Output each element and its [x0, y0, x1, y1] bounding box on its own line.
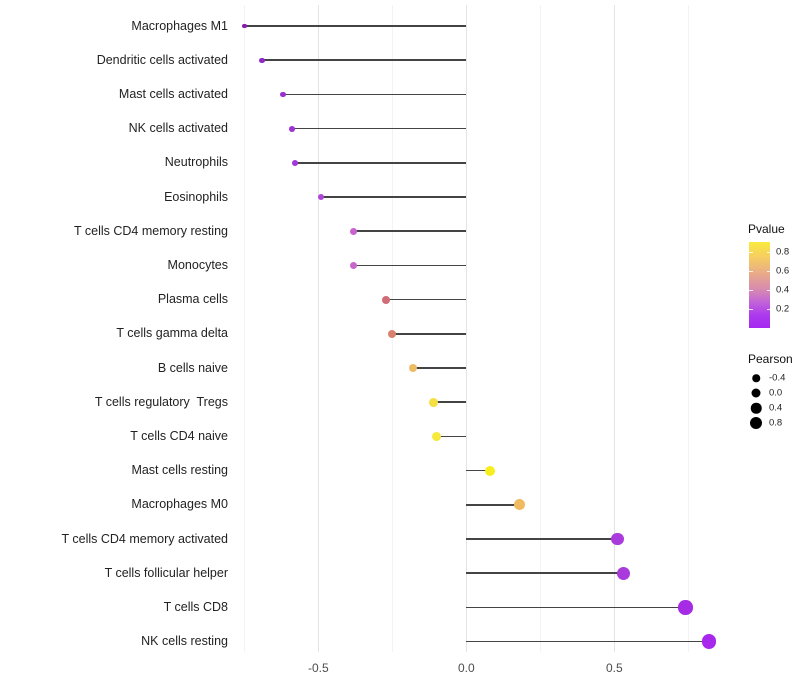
data-point: [514, 499, 525, 511]
lollipop-segment: [433, 401, 467, 403]
lollipop-segment: [353, 264, 467, 267]
y-axis-label: NK cells activated: [128, 121, 228, 136]
lollipop-segment: [436, 435, 467, 438]
gridline-minor: [243, 5, 245, 652]
y-axis-label: Macrophages M1: [131, 18, 228, 33]
data-point: [408, 363, 418, 373]
y-axis-label: T cells CD4 naive: [130, 428, 228, 443]
y-axis-label: Neutrophils: [164, 155, 228, 170]
pvalue-tick-label: 0.6: [776, 265, 790, 277]
lollipop-segment: [291, 127, 467, 130]
data-point: [318, 193, 325, 201]
lollipop-segment: [386, 298, 467, 301]
gridline-minor: [539, 5, 541, 652]
y-axis-label: Plasma cells: [157, 292, 228, 307]
data-point: [350, 261, 358, 269]
y-axis-label: Mast cells resting: [131, 463, 228, 478]
y-axis-label: Mast cells activated: [118, 86, 228, 101]
pvalue-tick-mark: [749, 271, 753, 272]
data-point: [288, 125, 295, 132]
lollipop-segment: [392, 333, 467, 335]
lollipop-segment: [262, 59, 467, 61]
data-point: [259, 57, 265, 63]
pearson-legend-dot: [750, 402, 762, 414]
data-point: [616, 566, 630, 580]
gridline-minor: [391, 5, 393, 652]
y-axis-label: B cells naive: [157, 360, 228, 375]
pvalue-colorbar: [749, 242, 770, 328]
data-point: [429, 397, 439, 407]
pvalue-tick-mark: [766, 309, 770, 310]
y-axis-label: Monocytes: [167, 257, 228, 272]
lollipop-segment: [466, 469, 490, 472]
pvalue-tick-label: 0.2: [776, 303, 790, 315]
data-point: [388, 329, 397, 338]
data-point: [701, 634, 717, 650]
pearson-legend-dot: [751, 388, 761, 398]
data-point: [279, 91, 286, 98]
pvalue-tick-mark: [749, 309, 753, 310]
pvalue-tick-mark: [766, 252, 770, 253]
lollipop-segment: [466, 538, 618, 540]
pearson-legend-dot: [750, 417, 762, 429]
gridline-major: [465, 5, 467, 652]
data-point: [241, 23, 247, 29]
data-point: [432, 431, 442, 441]
y-axis-label: Eosinophils: [164, 189, 228, 204]
x-axis-tick-label: 0.5: [605, 661, 623, 675]
pvalue-tick-mark: [766, 290, 770, 291]
pvalue-tick-label: 0.8: [776, 246, 790, 258]
pearson-legend-label: 0.0: [769, 387, 783, 399]
x-axis-tick-label: 0.0: [457, 661, 475, 675]
lollipop-segment: [244, 25, 467, 27]
lollipop-segment: [413, 367, 467, 369]
gridline-major: [613, 5, 615, 652]
pearson-legend-label: 0.4: [769, 402, 783, 414]
y-axis-label: T cells gamma delta: [116, 326, 228, 341]
y-axis-label: T cells follicular helper: [104, 565, 228, 580]
pvalue-tick-mark: [749, 252, 753, 253]
y-axis-label: T cells CD8: [163, 599, 228, 614]
y-axis-label: Macrophages M0: [131, 497, 228, 512]
y-axis-label: NK cells resting: [141, 634, 228, 649]
lollipop-segment: [321, 196, 467, 198]
y-axis-label: T cells CD4 memory activated: [61, 531, 229, 546]
lollipop-segment: [353, 230, 467, 232]
pearson-legend-label: 0.8: [769, 417, 783, 429]
x-axis-tick-label: -0.5: [307, 661, 329, 675]
lollipop-segment: [466, 606, 686, 609]
data-point: [382, 295, 391, 304]
lollipop-segment: [294, 162, 467, 164]
pearson-legend-dot: [752, 374, 760, 382]
data-point: [291, 159, 298, 166]
data-point: [610, 532, 624, 546]
y-axis-label: T cells CD4 memory resting: [74, 223, 228, 238]
pvalue-tick-label: 0.4: [776, 284, 790, 296]
lollipop-segment: [466, 504, 520, 506]
lollipop-segment: [282, 93, 467, 96]
pearson-legend-title: Pearson: [748, 352, 793, 366]
pvalue-tick-mark: [749, 290, 753, 291]
pvalue-tick-mark: [766, 271, 770, 272]
gridline-major: [317, 5, 319, 652]
lollipop-segment: [466, 640, 710, 643]
y-axis-label: Dendritic cells activated: [96, 52, 228, 67]
data-point: [678, 600, 693, 615]
gridline-minor: [687, 5, 689, 652]
pearson-legend-label: -0.4: [769, 372, 786, 384]
data-point: [484, 465, 496, 476]
y-axis-label: T cells regulatory Tregs: [94, 394, 228, 409]
lollipop-segment: [466, 572, 624, 574]
pvalue-legend-title: Pvalue: [748, 222, 785, 236]
data-point: [350, 227, 358, 235]
